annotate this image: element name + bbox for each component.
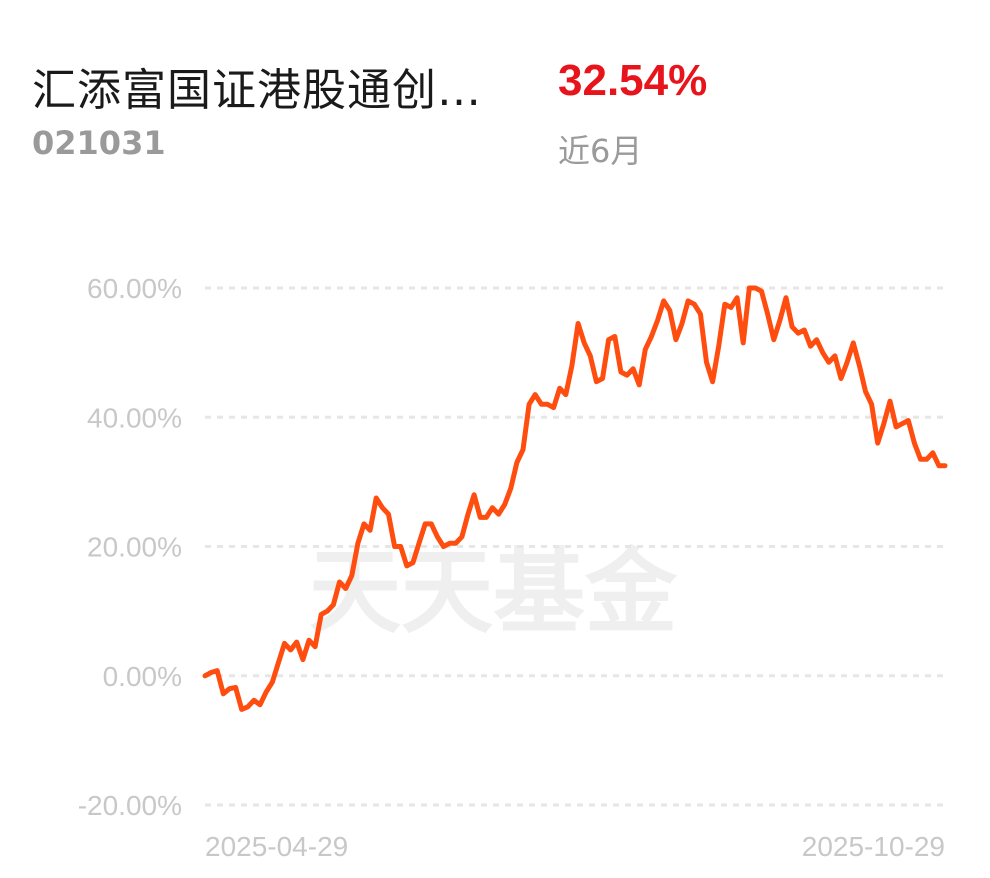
y-tick-label: 60.00% xyxy=(87,273,182,304)
line-layer xyxy=(202,285,948,712)
y-tick-label: 40.00% xyxy=(87,402,182,433)
x-tick-label: 2025-04-29 xyxy=(205,831,348,862)
return-period: 近6月 xyxy=(558,132,643,170)
y-tick-label: -20.00% xyxy=(78,790,182,821)
x-axis-labels: 2025-04-29 2025-10-29 xyxy=(205,831,945,862)
y-axis-labels: 60.00% 40.00% 20.00% 0.00% -20.00% xyxy=(78,273,182,821)
y-tick-label: 20.00% xyxy=(87,532,182,563)
fund-name: 汇添富国证港股通创… xyxy=(32,65,482,116)
return-series-line xyxy=(202,285,948,712)
grid-layer xyxy=(205,286,945,807)
x-tick-label: 2025-10-29 xyxy=(802,831,945,862)
watermark: 天天基金 xyxy=(309,539,678,646)
fund-code: 021031 xyxy=(32,124,166,162)
return-value: 32.54% xyxy=(558,56,708,105)
y-tick-label: 0.00% xyxy=(103,661,182,692)
